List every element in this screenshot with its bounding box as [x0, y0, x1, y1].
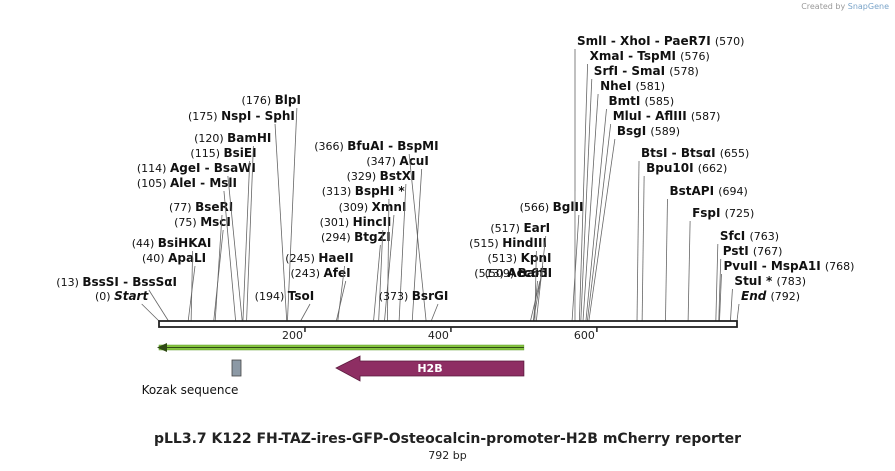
restriction-site-label: (13) BssSI - BssSαI [56, 275, 177, 289]
sequence-backbone [158, 320, 738, 328]
restriction-site-label: (243) AfeI [290, 266, 350, 280]
kozak-sequence-feature [231, 359, 242, 377]
cut-site-line [141, 303, 160, 322]
snapgene-logo-text: SnapGene [847, 2, 889, 11]
cut-site-line [384, 214, 395, 322]
restriction-site-label: (40) ApaLI [142, 251, 206, 265]
restriction-site-label: (309) XmnI [339, 200, 407, 214]
restriction-site-label: SmlI - XhoI - PaeR7I (570) [577, 34, 744, 48]
cut-site-line [582, 93, 599, 322]
construct-length: 792 bp [428, 449, 467, 462]
cut-site-line [571, 214, 580, 322]
restriction-site-label: (176) BlpI [242, 93, 301, 107]
cut-site-line [534, 250, 537, 322]
restriction-site-label: (175) NspI - SphI [188, 109, 295, 123]
kozak-sequence-label: Kozak sequence [142, 383, 239, 397]
restriction-site-label: (313) BspHI * [322, 184, 406, 198]
restriction-site-label: PstI (767) [723, 244, 783, 258]
cut-site-line [373, 244, 381, 322]
restriction-site-label: (105) AleI - MslI [137, 176, 237, 190]
restriction-site-label: (329) BstXI [347, 169, 416, 183]
restriction-site-label: (245) HaeII [285, 251, 353, 265]
cut-site-line [736, 303, 740, 322]
restriction-site-label: (509) BanI [485, 266, 548, 280]
cut-site-line [715, 243, 719, 322]
restriction-site-label: BmtI (585) [609, 94, 675, 108]
cut-site-line [223, 190, 237, 322]
restriction-site-label: (75) MscI [174, 215, 231, 229]
cut-site-line [719, 273, 722, 322]
credit-prefix: Created by [801, 2, 846, 11]
cut-site-line [641, 175, 645, 322]
snapgene-credit: Created by SnapGene [801, 2, 889, 11]
cut-site-line [287, 107, 298, 322]
restriction-site-label: MluI - AflIII (587) [613, 109, 721, 123]
restriction-site-label: SrfI - SmaI (578) [594, 64, 699, 78]
cut-site-line [337, 265, 345, 322]
axis-tick-label: 600 [574, 329, 595, 342]
cut-site-line [300, 303, 311, 322]
cut-site-line [408, 153, 427, 322]
restriction-site-label: (347) AcuI [366, 154, 429, 168]
restriction-site-label: StuI * (783) [734, 274, 806, 288]
restriction-site-label: (194) TsoI [255, 289, 315, 303]
cut-site-line [411, 168, 423, 322]
restriction-site-label: (566) BglII [520, 200, 584, 214]
restriction-site-label: Bpu10I (662) [646, 161, 727, 175]
cut-site-line [148, 289, 169, 322]
restriction-site-label: (517) EarI [490, 221, 550, 235]
cut-site-line [585, 108, 607, 322]
restriction-site-label: PvuII - MspA1I (768) [723, 259, 854, 273]
cut-site-line [378, 229, 384, 322]
restriction-site-label: (373) BsrGI [379, 289, 449, 303]
sequence-map: 200 400 600 (0) Start(13) BssSI - BssSαI (40… [56, 34, 854, 397]
cut-site-line [687, 220, 691, 322]
h2b-feature-arrow [335, 355, 525, 382]
restriction-site-label: BstAPI (694) [669, 184, 747, 198]
restriction-site-label: BtsI - BtsαI (655) [641, 146, 749, 160]
cut-site-line [335, 280, 347, 322]
cut-site-line [387, 198, 390, 322]
cut-site-line [242, 160, 251, 322]
cut-site-line [274, 123, 288, 322]
restriction-site-label: (120) BamHI [194, 131, 271, 145]
cut-site-line [665, 198, 668, 322]
restriction-site-label: BsgI (589) [617, 124, 680, 138]
restriction-site-label: NheI (581) [600, 79, 665, 93]
restriction-site-label: (515) HindIII [469, 236, 547, 250]
restriction-site-label: (0) Start [95, 289, 149, 303]
cut-site-line [227, 175, 243, 322]
cut-site-line [586, 123, 612, 322]
axis-tick-label: 200 [282, 329, 303, 342]
restriction-site-label: XmaI - TspMI (576) [590, 49, 710, 63]
restriction-site-label: (114) AgeI - BsaWI [137, 161, 256, 175]
cut-site-line [430, 303, 439, 322]
restriction-site-label: (294) BtgZI [321, 230, 391, 244]
cut-site-line [588, 138, 616, 322]
cut-site-line [718, 258, 722, 322]
axis-tick-label: 400 [428, 329, 449, 342]
restriction-site-label: (115) BsiEI [190, 146, 256, 160]
cut-site-line [246, 145, 254, 322]
cut-site-line [730, 288, 733, 322]
restriction-site-label: End (792) [741, 289, 800, 303]
construct-title: pLL3.7 K122 FH-TAZ-ires-GFP-Osteocalcin-… [153, 431, 742, 447]
restriction-site-label: (366) BfuAI - BspMI [314, 139, 438, 153]
cut-site-line [580, 78, 593, 322]
cut-site-line [398, 183, 407, 322]
h2b-feature-label: H2B [417, 362, 442, 375]
cut-site-line [578, 63, 588, 322]
restriction-site-label: (513) KpnI [487, 251, 551, 265]
cut-site-line [535, 235, 547, 322]
restriction-site-label: (301) HincII [320, 215, 392, 229]
orf-arrow-head [157, 343, 167, 352]
cut-site-line [214, 214, 223, 322]
cut-site-line [190, 250, 194, 322]
restriction-site-label: (77) BseRI [169, 200, 233, 214]
cut-site-line [636, 160, 640, 322]
restriction-site-label: (44) BsiHKAI [132, 236, 212, 250]
restriction-site-label: FspI (725) [692, 206, 754, 220]
restriction-site-label: SfcI (763) [720, 229, 779, 243]
